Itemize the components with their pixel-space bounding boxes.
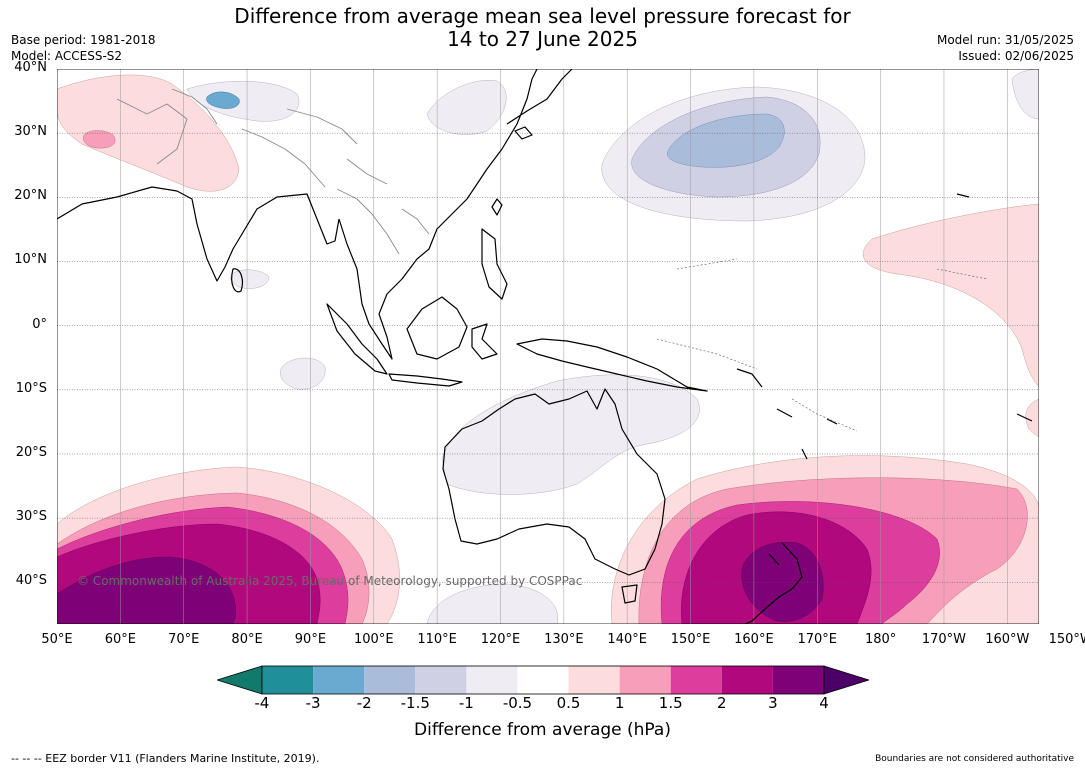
lat-label-5: 10°S [15,380,47,396]
colorbar-tick-1: -3 [305,694,321,712]
coastline-tasmania [621,584,638,604]
map-title: Difference from average mean sea level p… [0,5,1085,51]
forecast-map [57,69,1039,624]
coastline-taiwan [491,198,503,216]
lon-label-11: 160°E [734,632,774,647]
coastline-pacific-islands [736,193,1033,460]
lat-label-7: 30°S [15,509,47,525]
colorbar-tick-4: -1 [458,694,474,712]
colorbar-bin-8 [619,666,671,694]
coastline-borneo [406,296,468,360]
anomaly-area-sw-4 [57,556,237,624]
title-line-2: 14 to 27 June 2025 [447,27,638,51]
colorbar-bin-12 [823,665,869,695]
lat-label-3: 10°N [14,252,47,268]
lon-label-6: 110°E [417,632,457,647]
lat-label-1: 30°N [14,124,47,140]
coastline-india [57,186,340,282]
colorbar-tick-0: -4 [254,694,270,712]
colorbar-bin-11 [772,666,824,694]
colorbar-tick-11: 4 [819,694,829,712]
colorbar-label: Difference from average (hPa) [414,720,671,740]
lon-label-14: 170°W [921,632,967,647]
lon-label-3: 80°E [231,632,263,647]
colorbar-frame [261,665,825,695]
colorbar-tick-6: 0.5 [556,694,581,712]
graticule [57,69,1039,624]
coastline-sri-lanka [231,268,244,293]
colorbar-tick-2: -2 [356,694,372,712]
anomaly-area-np-neg1.5 [667,113,785,168]
colorbar-bin-10 [721,666,773,694]
lon-label-5: 100°E [354,632,394,647]
meta-left: Base period: 1981-2018 Model: ACCESS-S2 [11,32,156,64]
colorbar-tick-10: 3 [768,694,778,712]
boundaries-disclaimer: Boundaries are not considered authoritat… [875,754,1074,764]
lat-label-6: 20°S [15,444,47,460]
colorbar-bin-3 [364,666,416,694]
model-text: Model: ACCESS-S2 [11,49,123,63]
colorbar-bin-2 [313,666,365,694]
lon-label-0: 50°E [41,632,73,647]
colorbar-bin-5 [466,666,518,694]
eez-border-note: -- -- -- EEZ border V11 (Flanders Marine… [11,752,320,765]
lon-label-7: 120°E [480,632,521,647]
copyright-text: © Commonwealth of Australia 2025, Bureau… [77,574,583,588]
colorbar-tick-5: -0.5 [502,694,533,712]
coastline-southeast-asia [338,69,538,360]
model-run-text: Model run: 31/05/2025 [936,33,1074,47]
coastline-philippines [481,228,508,300]
lon-label-10: 150°E [670,632,711,647]
colorbar [217,665,869,695]
base-period-text: Base period: 1981-2018 [11,33,156,47]
colorbar-tick-7: 1 [614,694,625,712]
coastline-java [388,373,463,387]
lon-label-9: 140°E [607,632,647,647]
colorbar-bin-1 [262,666,314,694]
lon-label-13: 180° [864,632,897,647]
anomaly-area-io-neg0.5 [280,357,326,390]
lon-label-8: 130°E [544,632,584,647]
coastline-japan [506,69,573,140]
colorbar-bin-4 [415,666,467,694]
issued-text: Issued: 02/06/2025 [958,49,1074,63]
colorbar-bin-9 [670,666,722,694]
coastline-new-guinea [516,338,708,392]
eez-borders [656,258,988,432]
lon-label-4: 90°E [294,632,327,647]
anomaly-area-tibet-neg0.5 [186,80,300,122]
colorbar-bin-0 [217,665,263,695]
meta-right: Model run: 31/05/2025 Issued: 02/06/2025 [937,32,1074,64]
lat-label-2: 20°N [14,188,47,204]
country-borders [116,88,430,255]
colorbar-tick-9: 2 [717,694,727,712]
anomaly-area-ep-south [1025,398,1039,438]
anomaly-area-sio-neg0.5 [426,583,559,624]
coastline-sumatra [326,303,388,375]
colorbar-bin-6 [517,666,569,694]
lon-label-12: 170°E [797,632,838,647]
coastline-sulawesi [471,323,498,360]
lon-label-16: 150°W [1048,632,1085,647]
anomaly-area-ep-0.5 [862,203,1039,388]
lon-label-2: 70°E [168,632,200,647]
anomaly-area-se-4 [741,541,824,622]
land-outlines [57,69,1033,624]
coastline-australia [442,388,666,576]
pressure-anomaly-layer [57,69,1039,624]
lon-label-15: 160°W [985,632,1030,647]
colorbar-tick-3: -1.5 [400,694,430,712]
anomaly-area-tibet-neg2 [206,91,240,109]
title-line-1: Difference from average mean sea level p… [234,4,851,28]
colorbar-bin-7 [568,666,620,694]
lat-label-8: 40°S [15,573,47,589]
lat-label-0: 40°N [14,60,47,75]
lat-label-4: 0° [32,316,47,332]
lon-label-1: 60°E [104,632,136,647]
anomaly-area-bob-neg0.5 [230,269,270,289]
colorbar-tick-8: 1.5 [658,694,683,712]
coastline-new-zealand [744,542,803,624]
anomaly-area-me-1 [83,130,116,149]
anomaly-area-ep-north [1011,69,1039,120]
